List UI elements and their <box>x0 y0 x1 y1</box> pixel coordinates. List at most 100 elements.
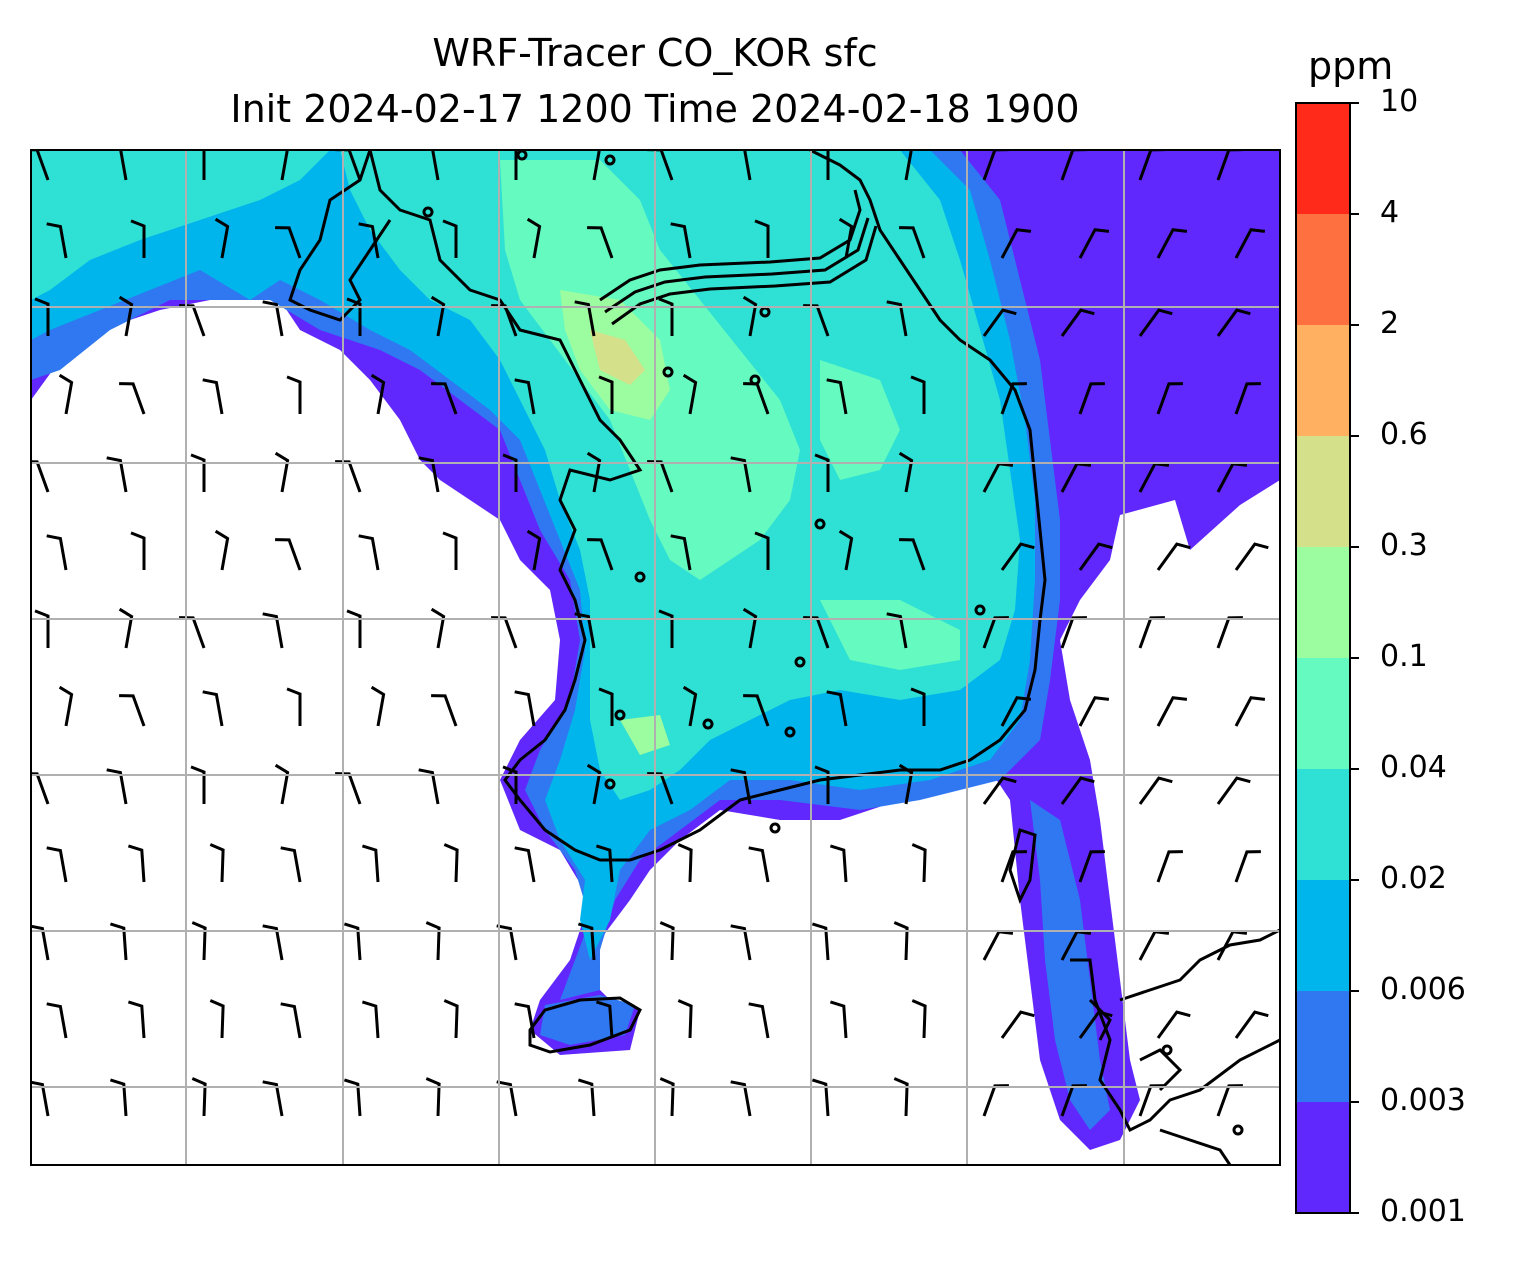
wind-barb <box>742 295 758 337</box>
wind-barb <box>982 308 1017 337</box>
wind-barb <box>262 300 284 337</box>
station-marker <box>604 778 616 790</box>
colorbar-segment <box>1296 880 1350 992</box>
colorbar-segment <box>1296 769 1350 881</box>
china-coast <box>288 150 392 322</box>
wind-barb <box>346 297 362 336</box>
wind-barb <box>982 776 1017 805</box>
wind-barb <box>677 999 693 1039</box>
contour-mint-3 <box>820 600 960 670</box>
colorbar-tick-label: 0.6 <box>1380 417 1428 452</box>
wind-barb <box>982 150 1009 181</box>
colorbar-segment <box>1296 214 1350 326</box>
contour-cyan-west <box>31 150 330 300</box>
wind-barb <box>274 763 290 805</box>
wind-barb <box>119 694 146 727</box>
wind-barb <box>31 1080 50 1117</box>
wind-barb <box>46 534 68 571</box>
wind-barb <box>343 1078 362 1117</box>
contour-blue-tail <box>1030 800 1110 1130</box>
wind-barb <box>1234 1010 1269 1039</box>
wind-barb <box>109 1078 128 1117</box>
wind-barb <box>1078 228 1110 259</box>
wind-barb <box>587 538 614 571</box>
wind-barb <box>119 150 128 181</box>
wind-barb <box>1078 542 1113 571</box>
wind-barb <box>574 612 596 649</box>
wind-barb <box>1060 616 1087 649</box>
wind-barb <box>595 844 614 883</box>
wind-barb <box>1156 696 1188 727</box>
wind-barb <box>46 222 68 259</box>
wind-barb <box>838 217 854 259</box>
wind-barb <box>670 222 692 259</box>
contour-mint-2 <box>820 360 900 480</box>
coastlines <box>288 150 1280 1165</box>
wind-barb <box>343 922 362 961</box>
wind-barb <box>118 607 134 649</box>
wind-barb <box>190 453 206 492</box>
wind-barb <box>335 150 362 181</box>
wind-barb <box>514 1002 536 1039</box>
wind-barb <box>1078 696 1110 727</box>
wind-barb <box>743 694 770 727</box>
wind-barb <box>1234 850 1261 883</box>
station-marker <box>784 726 796 738</box>
colorbar <box>1295 102 1359 1214</box>
wind-barb <box>106 456 128 493</box>
colorbar-unit-label: ppm <box>1308 44 1394 88</box>
wind-barb <box>190 765 206 804</box>
wind-barb <box>370 373 386 415</box>
dmz-line-1 <box>599 189 862 302</box>
wind-barb <box>598 687 614 726</box>
contour-olive <box>590 330 645 385</box>
wind-barb <box>1234 542 1269 571</box>
wind-barb <box>1078 382 1105 415</box>
wind-barb <box>31 150 50 181</box>
wind-barb <box>361 844 380 883</box>
wind-barb <box>1234 228 1266 259</box>
wind-barb <box>514 150 518 180</box>
jeju-coastline <box>528 996 642 1054</box>
wind-barb <box>754 219 770 258</box>
wind-barb <box>514 690 536 727</box>
wind-barb <box>730 456 752 493</box>
wind-barb <box>577 1078 596 1117</box>
wind-barb <box>730 768 752 805</box>
wind-barb <box>191 921 207 961</box>
colorbar-tick-label: 4 <box>1380 195 1400 230</box>
wind-barb <box>214 529 230 571</box>
wind-barb <box>1234 382 1261 415</box>
station-markers <box>422 149 1244 1136</box>
wind-barb <box>46 1002 68 1039</box>
wind-barb <box>202 690 224 727</box>
wind-barb <box>1234 696 1266 727</box>
wind-barb <box>280 1002 302 1039</box>
wind-barb <box>34 297 50 336</box>
wind-barb <box>1000 696 1032 727</box>
wind-barb <box>280 150 289 181</box>
wind-barb <box>425 1077 441 1117</box>
wind-barb <box>586 763 602 805</box>
wind-barb <box>1060 150 1087 181</box>
wind-barb <box>496 1080 518 1117</box>
colorbar-tick-label: 0.006 <box>1380 972 1466 1007</box>
wind-barb <box>911 999 927 1039</box>
wind-barb <box>127 844 146 883</box>
colorbar-tick-label: 0.001 <box>1380 1194 1466 1229</box>
wind-barb <box>811 1078 830 1117</box>
wind-barb <box>893 1077 909 1117</box>
wind-barb <box>1216 1084 1243 1117</box>
station-marker <box>614 709 626 721</box>
wind-barb <box>1138 776 1173 805</box>
japan-honshu <box>1119 928 1280 1002</box>
wind-barb <box>1000 382 1027 415</box>
station-marker <box>1232 1124 1244 1136</box>
colorbar-tick-label: 0.04 <box>1380 750 1447 785</box>
wind-barb <box>1060 1084 1087 1117</box>
wind-barb <box>803 304 830 337</box>
wind-barb <box>262 1080 284 1117</box>
wind-barb <box>431 694 458 727</box>
wind-barb <box>119 382 146 415</box>
